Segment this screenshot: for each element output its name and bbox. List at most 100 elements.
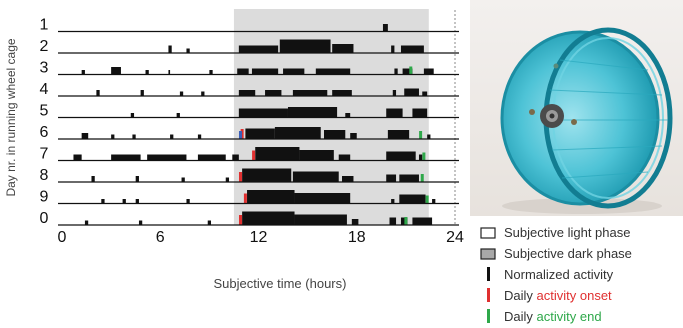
day-row: 8 (40, 167, 459, 184)
activity-bar (168, 45, 172, 53)
x-tick-label: 18 (348, 229, 366, 246)
dark-phase-swatch (480, 248, 496, 260)
legend-label: Normalized activity (504, 266, 614, 282)
activity-bar (404, 88, 419, 96)
activity-bar (201, 91, 205, 96)
activity-bar (122, 199, 126, 204)
day-row: 5 (40, 103, 459, 120)
day-row: 4 (40, 81, 459, 98)
day-label: 4 (40, 81, 49, 98)
activity-bar (176, 113, 180, 118)
activity-bar (209, 70, 213, 75)
activity-bar (130, 113, 135, 118)
activity-bar (232, 154, 239, 161)
onset-swatch (487, 288, 490, 302)
activity-bar (387, 130, 410, 139)
activity-bar (84, 220, 89, 225)
activity-bar (350, 133, 357, 139)
activity-end-mark (425, 195, 429, 204)
activity-bar (423, 68, 434, 75)
activity-bar (418, 154, 423, 161)
onset-word: activity onset (536, 287, 612, 303)
legend-label: Subjective light phase (504, 224, 631, 240)
activity-bar (386, 108, 403, 118)
activity-bar (197, 154, 226, 161)
day-label: 2 (40, 38, 49, 55)
activity-bar (422, 91, 428, 96)
activity-bar (238, 45, 279, 53)
activity-bar (299, 150, 334, 161)
activity-onset-mark (238, 215, 242, 225)
activity-bar (245, 128, 275, 139)
activity-bar (351, 219, 359, 225)
activity-bar (345, 113, 351, 118)
activity-bar (394, 68, 398, 75)
legend-label: Daily activity end (504, 308, 602, 324)
activity-bar (138, 220, 143, 225)
activity-bar (287, 107, 338, 118)
activity-end-mark (420, 174, 424, 182)
activity-bar (140, 90, 144, 96)
activity-bar (96, 90, 100, 96)
activity-onset-mark (243, 193, 247, 204)
activity-bar (145, 70, 149, 75)
x-tick-label: 24 (446, 229, 464, 246)
day-label: 6 (40, 124, 49, 141)
activity-bar (283, 68, 305, 75)
actogram-rows: 1 2 3 4 5 6 7 8 9 0 (40, 17, 459, 227)
activity-bar (399, 174, 419, 182)
end-swatch (487, 309, 490, 323)
activity-bar (332, 90, 352, 96)
activity-bar (186, 199, 190, 204)
activity-bar (237, 68, 249, 75)
activity-bar (147, 154, 187, 161)
activity-bar (332, 44, 354, 53)
blue-mark (238, 131, 242, 139)
activity-bar (242, 168, 292, 182)
x-axis-label: Subjective time (hours) (214, 276, 347, 291)
activity-bar (255, 147, 300, 161)
activity-bar (294, 214, 347, 225)
activity-bar (111, 134, 115, 139)
activity-bar (225, 177, 230, 182)
day-label: 3 (40, 60, 49, 77)
activity-end-mark (419, 131, 423, 139)
end-word: activity end (536, 308, 602, 324)
activity-bar (412, 217, 433, 225)
activity-bar (402, 68, 413, 75)
activity-bar (242, 211, 295, 225)
activity-bar (81, 133, 89, 139)
activity-swatch (487, 267, 490, 281)
activity-bar (111, 154, 141, 161)
activity-bar (386, 151, 416, 161)
x-tick-label: 6 (156, 229, 165, 246)
activity-bar (338, 154, 351, 161)
x-axis-ticks: 0 6 12 18 24 (58, 229, 464, 246)
activity-bar (412, 108, 428, 118)
activity-bar (382, 24, 388, 32)
activity-bar (294, 193, 351, 204)
day-row: 1 (40, 17, 459, 34)
activity-bar (391, 199, 395, 204)
light-phase-swatch (480, 227, 496, 239)
activity-bar (101, 199, 105, 204)
activity-bar (111, 67, 121, 75)
activity-bar (197, 134, 202, 139)
activity-bar (186, 48, 190, 53)
activity-bar (73, 154, 82, 161)
activity-bar (432, 199, 436, 204)
activity-bar (251, 68, 279, 75)
day-row: 2 (40, 38, 459, 55)
activity-bar (400, 45, 424, 53)
activity-onset-mark (252, 150, 256, 161)
activity-bar (179, 91, 184, 96)
x-tick-label: 0 (58, 229, 67, 246)
activity-end-mark (409, 66, 413, 75)
activity-bar (292, 90, 328, 96)
x-tick-label: 12 (250, 229, 268, 246)
day-label: 8 (40, 167, 49, 184)
activity-bar (391, 45, 395, 53)
activity-onset-mark (240, 129, 244, 139)
activity-bar (91, 176, 95, 182)
